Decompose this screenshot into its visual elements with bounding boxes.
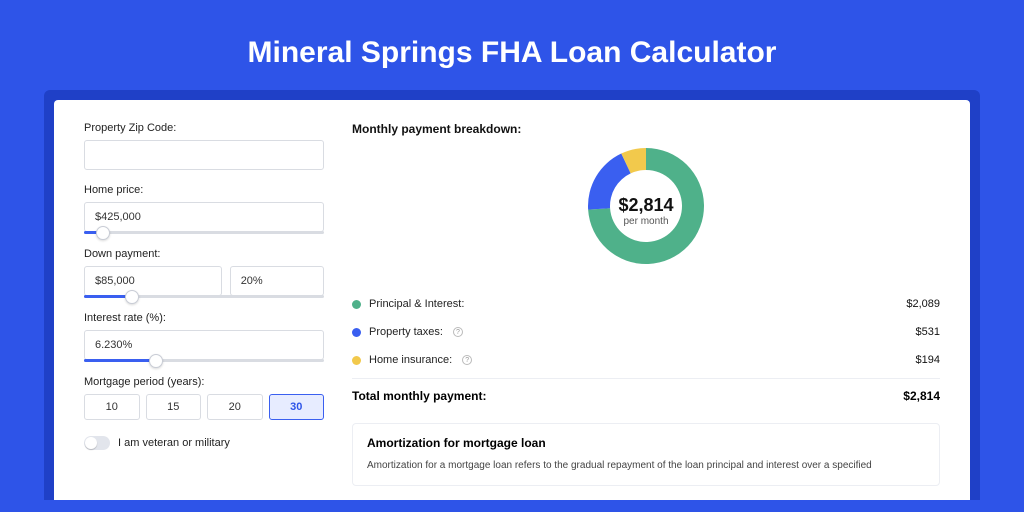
rate-slider[interactable] bbox=[84, 359, 324, 362]
legend-value: $2,089 bbox=[906, 298, 940, 310]
inputs-column: Property Zip Code: Home price: Down paym… bbox=[84, 122, 324, 500]
zip-input[interactable] bbox=[84, 140, 324, 170]
legend-label: Property taxes: bbox=[369, 326, 443, 338]
price-input[interactable] bbox=[84, 202, 324, 232]
total-label: Total monthly payment: bbox=[352, 389, 486, 403]
legend-dot-icon bbox=[352, 300, 361, 309]
period-btn-15[interactable]: 15 bbox=[146, 394, 202, 420]
period-field: Mortgage period (years): 10152030 bbox=[84, 376, 324, 420]
down-field: Down payment: bbox=[84, 248, 324, 298]
page-title: Mineral Springs FHA Loan Calculator bbox=[0, 36, 1024, 70]
card-shadow-wrap: Property Zip Code: Home price: Down paym… bbox=[44, 90, 980, 500]
legend-dot-icon bbox=[352, 356, 361, 365]
breakdown-title: Monthly payment breakdown: bbox=[352, 122, 940, 136]
legend-list: Principal & Interest: $2,089 Property taxe… bbox=[352, 290, 940, 374]
rate-input[interactable] bbox=[84, 330, 324, 360]
veteran-row: I am veteran or military bbox=[84, 436, 324, 450]
legend-value: $194 bbox=[916, 354, 940, 366]
amortization-title: Amortization for mortgage loan bbox=[367, 436, 925, 450]
legend-value: $531 bbox=[916, 326, 940, 338]
rate-slider-thumb[interactable] bbox=[149, 354, 163, 368]
down-percent-input[interactable] bbox=[230, 266, 324, 296]
zip-label: Property Zip Code: bbox=[84, 122, 324, 134]
price-slider-thumb[interactable] bbox=[96, 226, 110, 240]
breakdown-column: Monthly payment breakdown: $2,814 per mo… bbox=[352, 122, 940, 500]
veteran-toggle[interactable] bbox=[84, 436, 110, 450]
total-value: $2,814 bbox=[903, 389, 940, 403]
down-label: Down payment: bbox=[84, 248, 324, 260]
rate-label: Interest rate (%): bbox=[84, 312, 324, 324]
legend-label: Principal & Interest: bbox=[369, 298, 464, 310]
down-slider-thumb[interactable] bbox=[125, 290, 139, 304]
info-icon[interactable]: ? bbox=[462, 355, 472, 365]
veteran-label: I am veteran or military bbox=[118, 437, 230, 449]
amortization-body: Amortization for a mortgage loan refers … bbox=[367, 458, 925, 473]
veteran-toggle-knob bbox=[85, 437, 97, 449]
donut-sublabel: per month bbox=[618, 216, 673, 227]
amortization-box: Amortization for mortgage loan Amortizat… bbox=[352, 423, 940, 486]
donut-chart: $2,814 per month bbox=[352, 146, 940, 276]
period-label: Mortgage period (years): bbox=[84, 376, 324, 388]
zip-field: Property Zip Code: bbox=[84, 122, 324, 170]
hero: Mineral Springs FHA Loan Calculator bbox=[0, 0, 1024, 90]
price-field: Home price: bbox=[84, 184, 324, 234]
total-row: Total monthly payment: $2,814 bbox=[352, 378, 940, 417]
donut-center: $2,814 per month bbox=[618, 195, 673, 227]
price-slider[interactable] bbox=[84, 231, 324, 234]
legend-label: Home insurance: bbox=[369, 354, 452, 366]
period-btn-10[interactable]: 10 bbox=[84, 394, 140, 420]
legend-row: Home insurance:? $194 bbox=[352, 346, 940, 374]
period-btn-20[interactable]: 20 bbox=[207, 394, 263, 420]
down-amount-input[interactable] bbox=[84, 266, 222, 296]
legend-dot-icon bbox=[352, 328, 361, 337]
donut-amount: $2,814 bbox=[618, 195, 673, 216]
calculator-card: Property Zip Code: Home price: Down paym… bbox=[54, 100, 970, 500]
period-btn-30[interactable]: 30 bbox=[269, 394, 325, 420]
legend-row: Property taxes:? $531 bbox=[352, 318, 940, 346]
down-slider[interactable] bbox=[84, 295, 324, 298]
period-buttons: 10152030 bbox=[84, 394, 324, 420]
legend-row: Principal & Interest: $2,089 bbox=[352, 290, 940, 318]
price-label: Home price: bbox=[84, 184, 324, 196]
info-icon[interactable]: ? bbox=[453, 327, 463, 337]
rate-field: Interest rate (%): bbox=[84, 312, 324, 362]
